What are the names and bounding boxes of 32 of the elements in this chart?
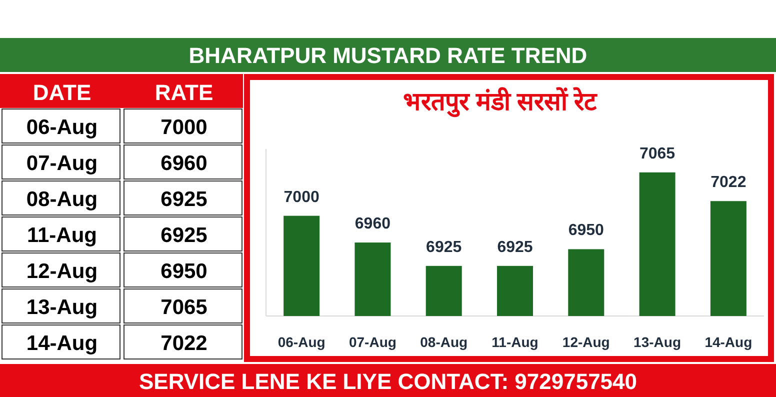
text: RATE	[154, 80, 214, 105]
text: 7000	[160, 116, 208, 139]
text: 7022	[160, 332, 208, 355]
text: DATE	[32, 80, 92, 105]
text: 6960	[160, 152, 208, 175]
text: 6925	[160, 188, 208, 211]
data-label: 6960	[354, 216, 391, 233]
category-label: 06-Aug	[26, 116, 98, 139]
chart-title: BHARATPUR MUSTARD RATE TREND	[188, 43, 588, 68]
text: SERVICE LENE KE LIYE CONTACT: 9729757540	[138, 369, 638, 394]
x-tick-label: 11-Aug	[492, 334, 538, 350]
category-label: 08-Aug	[26, 188, 98, 211]
text: 7065	[160, 296, 208, 319]
text: 6925	[160, 224, 208, 247]
category-label: 11-Aug	[26, 224, 98, 247]
category-label: 12-Aug	[26, 260, 98, 283]
x-tick-label: 06-Aug	[278, 334, 326, 350]
data-label: 6925	[426, 238, 462, 256]
category-label: 13-Aug	[26, 296, 98, 319]
data-label: 7022	[710, 174, 746, 192]
data-label: 6950	[568, 222, 604, 240]
x-tick-label: 13-Aug	[634, 334, 682, 350]
text: 6950	[160, 260, 208, 283]
data-label: 7065	[639, 145, 676, 162]
x-tick-label: 14-Aug	[704, 334, 752, 350]
chart-subtitle: भरतपुर मंडी सरसों रेट	[403, 87, 598, 118]
data-label: 6925	[497, 238, 533, 256]
category-label: 07-Aug	[26, 152, 98, 175]
x-tick-label: 08-Aug	[420, 334, 468, 350]
x-tick-label: 12-Aug	[562, 334, 610, 350]
x-tick-label: 07-Aug	[348, 334, 396, 350]
data-label: 7000	[284, 188, 320, 206]
